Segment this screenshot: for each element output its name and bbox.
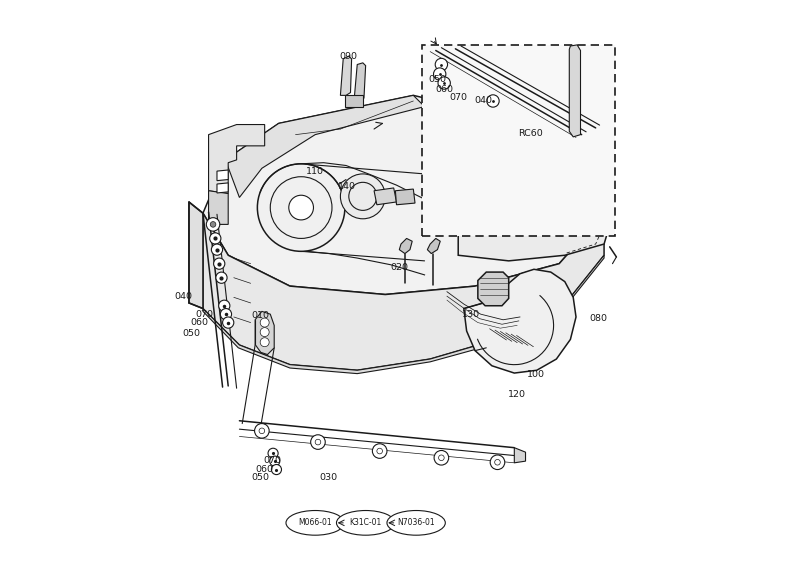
Circle shape [260,338,269,347]
Polygon shape [209,125,265,194]
Circle shape [340,174,385,219]
Polygon shape [340,56,351,95]
Polygon shape [427,238,440,254]
Text: 020: 020 [390,263,408,272]
Text: 030: 030 [319,473,337,482]
Text: RC60: RC60 [518,129,542,138]
Circle shape [206,218,220,231]
Text: 140: 140 [338,182,356,191]
Polygon shape [217,183,228,193]
Polygon shape [209,191,228,224]
Text: 050: 050 [182,329,201,338]
Circle shape [311,435,325,449]
Polygon shape [464,269,576,373]
Circle shape [268,448,278,458]
Circle shape [270,456,280,466]
Polygon shape [255,311,274,355]
Text: 070: 070 [196,310,213,319]
Text: 050: 050 [428,75,446,84]
Circle shape [213,258,225,269]
Ellipse shape [336,511,395,535]
Circle shape [435,58,447,71]
Text: 050: 050 [251,473,270,482]
Text: 040: 040 [174,292,193,301]
Text: 060: 060 [435,85,453,94]
Polygon shape [345,95,363,107]
Text: 070: 070 [263,456,281,465]
Polygon shape [189,202,203,309]
Circle shape [216,272,227,283]
Circle shape [434,450,449,465]
Circle shape [552,197,584,229]
Text: 060: 060 [255,465,274,474]
Circle shape [255,424,269,438]
Circle shape [289,195,313,220]
Circle shape [260,328,269,337]
Circle shape [260,318,269,327]
Text: K31C-01: K31C-01 [350,518,381,527]
Polygon shape [396,189,415,205]
Text: 040: 040 [474,96,492,105]
Polygon shape [217,170,228,181]
Ellipse shape [387,511,446,535]
Circle shape [373,444,387,458]
Text: 070: 070 [449,93,467,102]
Text: 080: 080 [589,314,607,323]
Circle shape [219,300,230,311]
Circle shape [212,244,223,255]
Text: 120: 120 [508,390,526,399]
Ellipse shape [286,511,344,535]
Circle shape [258,164,345,251]
Polygon shape [203,255,604,374]
Text: 090: 090 [340,52,358,61]
Circle shape [438,77,450,89]
Polygon shape [374,188,396,205]
Polygon shape [203,213,604,370]
Text: 130: 130 [462,310,480,319]
Circle shape [434,68,446,80]
Circle shape [209,233,221,244]
Text: 060: 060 [190,318,208,327]
Text: 100: 100 [527,370,545,379]
Circle shape [487,95,499,107]
Polygon shape [458,163,612,261]
Polygon shape [400,238,412,254]
Text: M066-01: M066-01 [298,518,332,527]
Circle shape [490,455,505,470]
FancyBboxPatch shape [422,45,615,236]
Circle shape [271,465,282,475]
Polygon shape [354,63,366,100]
Polygon shape [225,95,424,197]
Circle shape [223,317,234,328]
Polygon shape [569,45,580,137]
Text: 110: 110 [306,167,324,176]
Polygon shape [478,272,508,306]
Circle shape [210,222,216,227]
Text: 010: 010 [251,311,270,320]
Polygon shape [203,95,604,295]
Circle shape [220,309,232,320]
Text: N7036-01: N7036-01 [397,518,435,527]
Polygon shape [515,448,526,463]
